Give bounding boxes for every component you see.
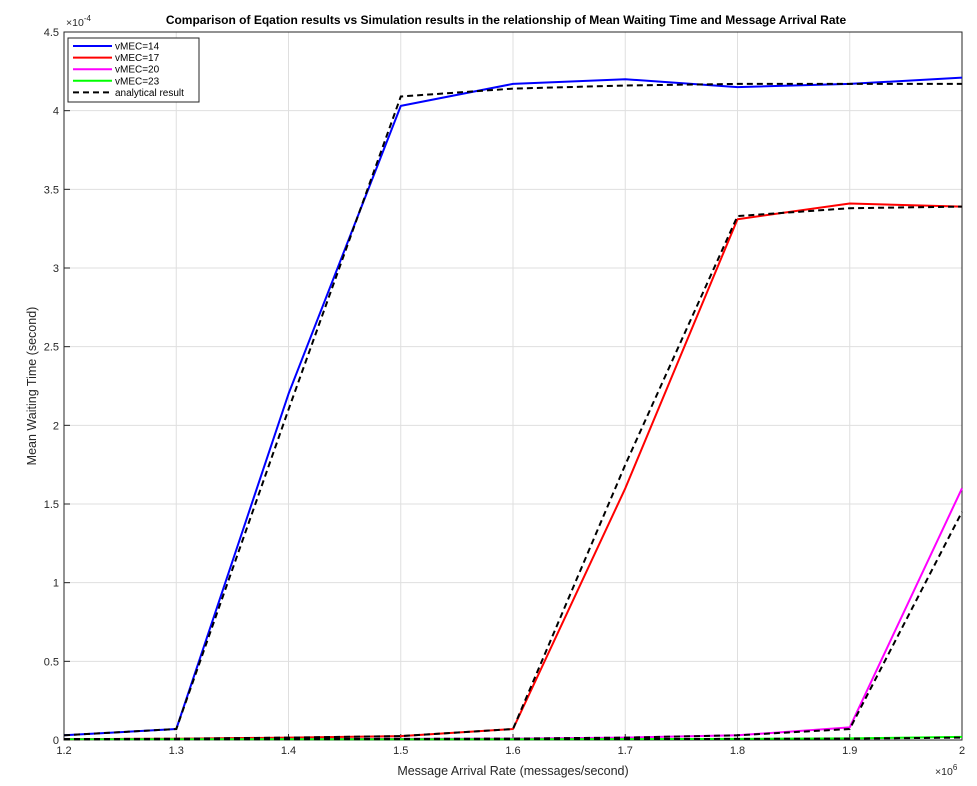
x-tick-label: 1.2 <box>56 745 71 757</box>
y-tick-label: 2.5 <box>44 342 59 354</box>
legend-label: vMEC=14 <box>115 42 160 53</box>
x-tick-label: 1.9 <box>842 745 857 757</box>
y-tick-label: 3 <box>53 263 59 275</box>
x-tick-label: 1.3 <box>169 745 184 757</box>
y-tick-label: 4.5 <box>44 27 59 39</box>
y-tick-label: 3.5 <box>44 184 59 196</box>
x-axis-ticks: 1.2 1.3 1.4 1.5 1.6 1.7 1.8 1.9 2 <box>56 734 965 757</box>
x-tick-label: 2 <box>959 745 965 757</box>
y-axis-label: Mean Waiting Time (second) <box>25 307 39 466</box>
x-tick-label: 1.6 <box>505 745 520 757</box>
legend-label: vMEC=20 <box>115 65 160 76</box>
grid <box>63 31 963 741</box>
analytical-line-1 <box>63 82 962 737</box>
y-tick-label: 4 <box>53 106 59 118</box>
y-tick-label: 1.5 <box>44 499 59 511</box>
y-tick-label: 1 <box>53 578 59 590</box>
y-tick-label: 0.5 <box>44 656 59 668</box>
y-tick-label: 0 <box>53 735 59 747</box>
analytical-line-2 <box>63 205 963 741</box>
legend-label: vMEC=23 <box>115 76 160 87</box>
series-line-vmec-14 <box>63 76 963 737</box>
x-tick-label: 1.7 <box>618 745 633 757</box>
y-tick-label: 2 <box>53 420 59 432</box>
y-axis-ticks: 0 0.5 1 1.5 2 2.5 3 3.5 4 4.5 <box>44 27 70 747</box>
legend-label: vMEC=17 <box>115 53 160 64</box>
y-axis-exponent: ×10-4 <box>66 14 91 29</box>
series-lines <box>63 76 963 741</box>
legend-label: analytical result <box>115 88 184 99</box>
x-tick-label: 1.4 <box>281 745 296 757</box>
series-line-vmec-23 <box>64 735 963 741</box>
chart-title: Comparison of Eqation results vs Simulat… <box>166 13 847 27</box>
x-axis-exponent: ×106 <box>935 763 958 778</box>
x-tick-label: 1.8 <box>730 745 745 757</box>
x-tick-label: 1.5 <box>393 745 408 757</box>
x-axis-label: Message Arrival Rate (messages/second) <box>397 764 628 778</box>
